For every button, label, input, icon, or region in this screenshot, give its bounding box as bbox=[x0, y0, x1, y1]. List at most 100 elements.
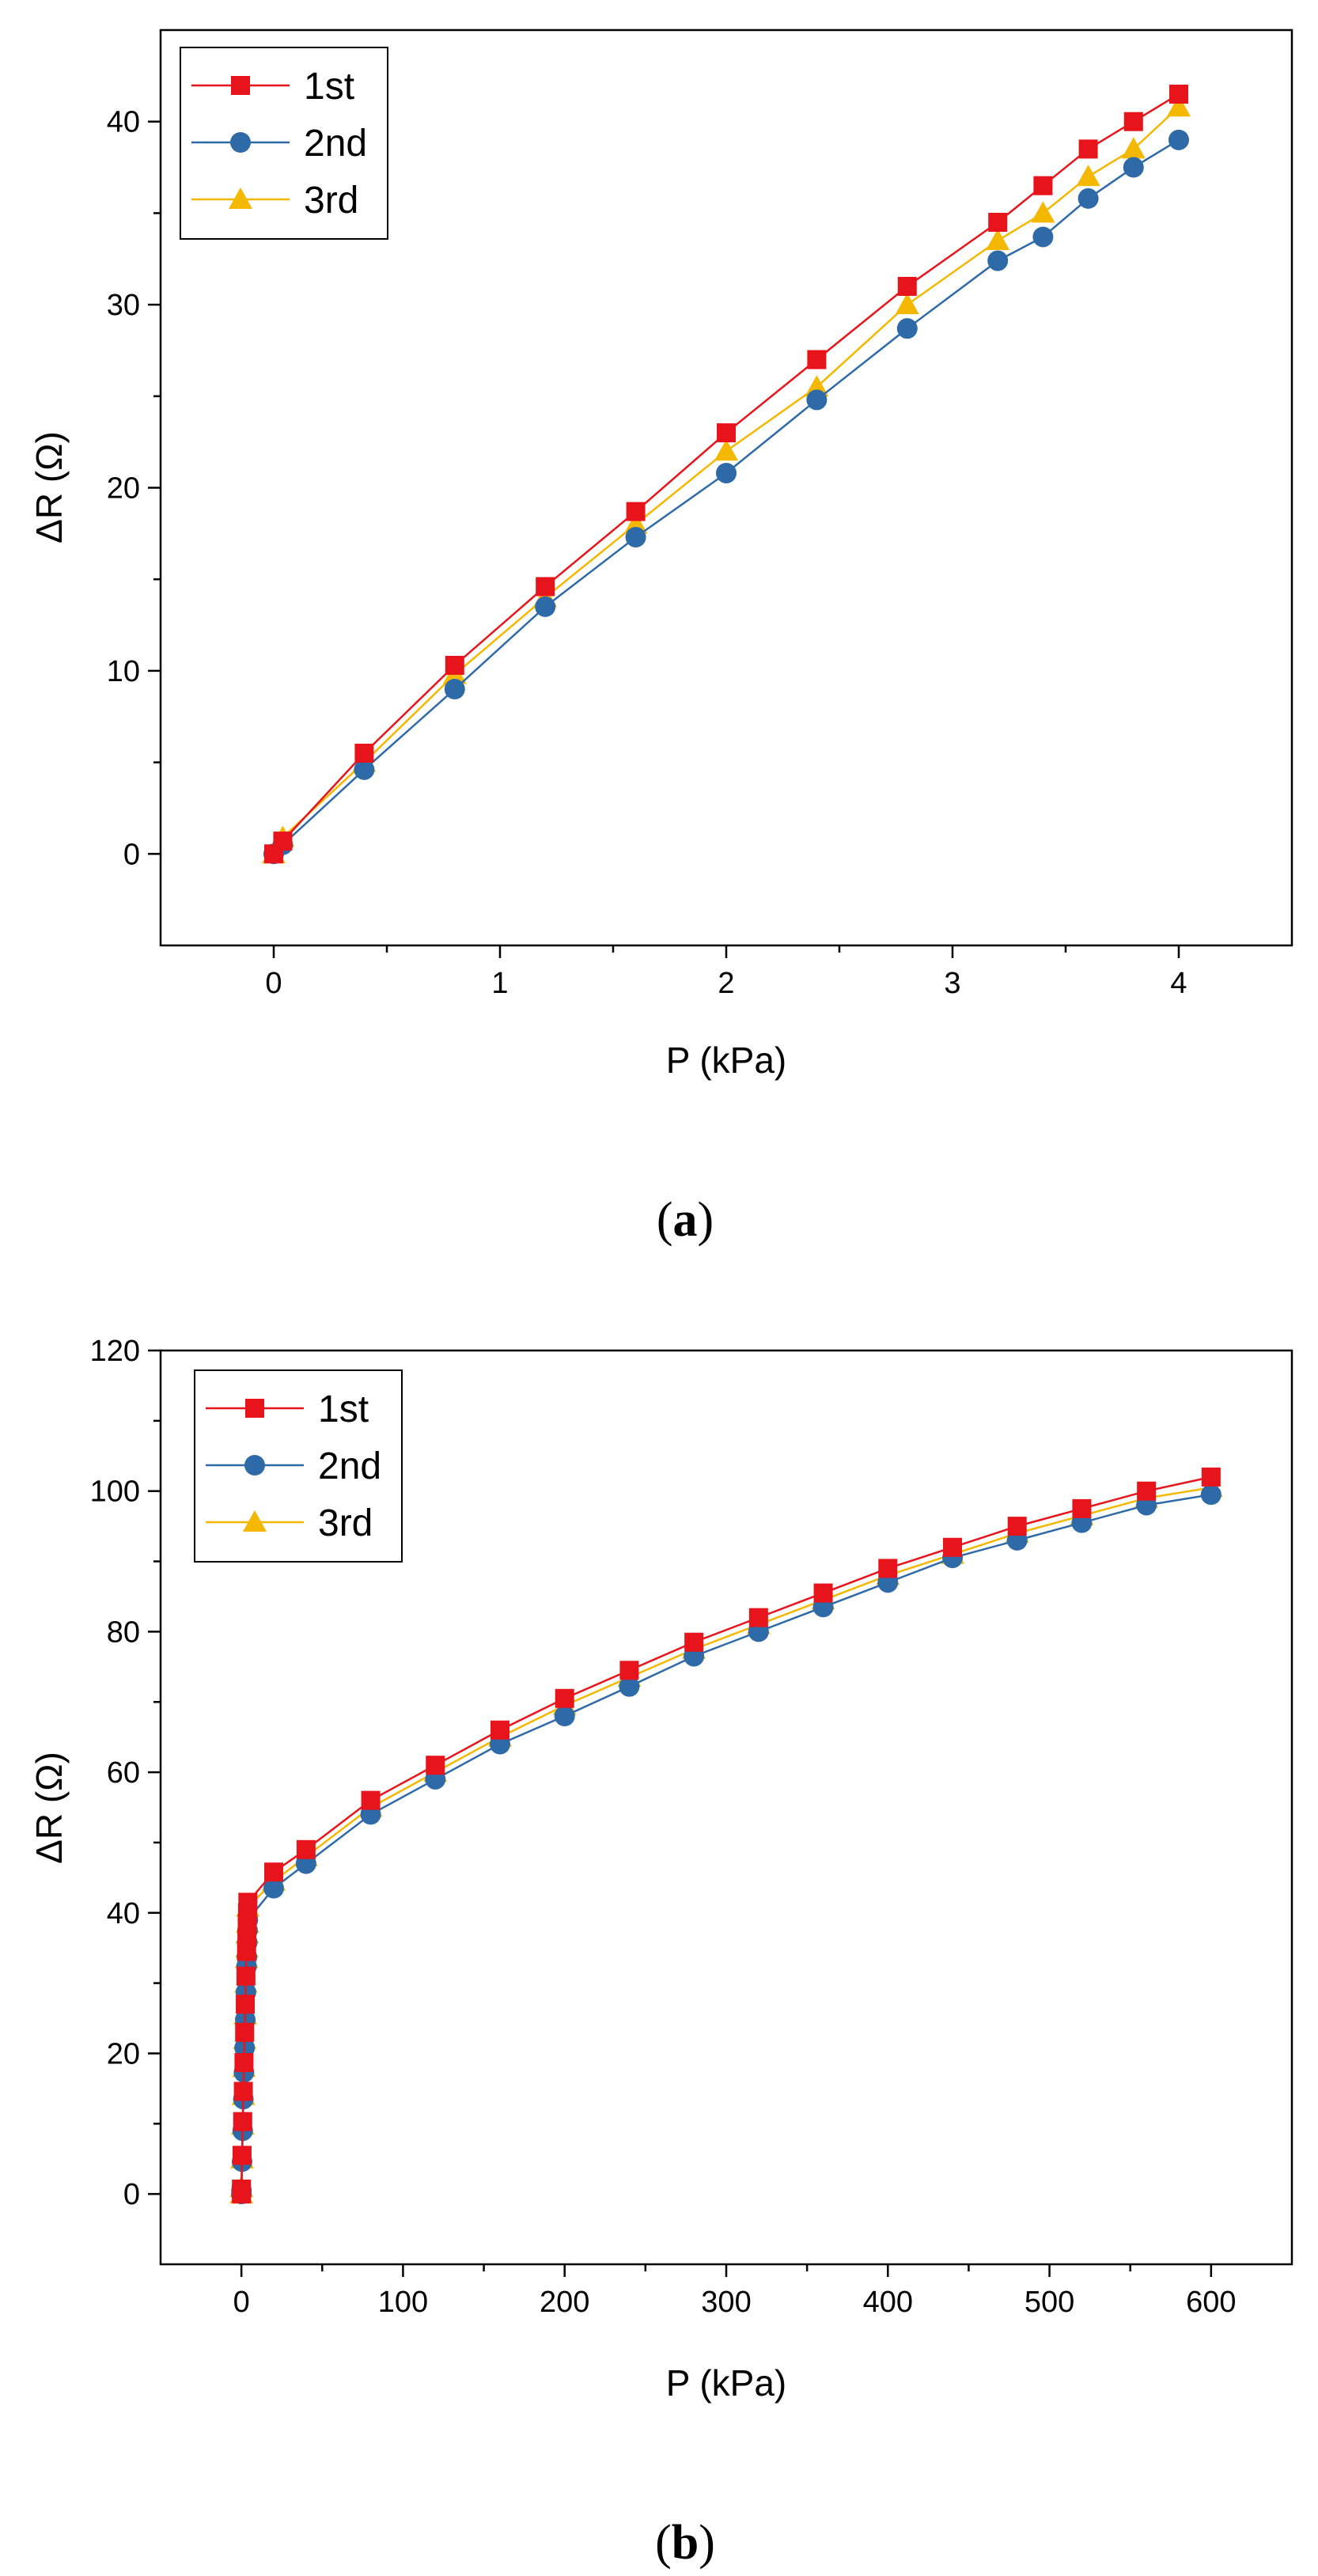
legend-item-3rd: 3rd bbox=[206, 1502, 373, 1544]
data-point bbox=[805, 375, 829, 397]
data-point bbox=[536, 577, 555, 597]
y-tick-label: 0 bbox=[123, 838, 140, 871]
data-point bbox=[1123, 112, 1143, 131]
data-point bbox=[555, 1688, 574, 1708]
data-point bbox=[943, 1537, 962, 1557]
y-tick-label: 0 bbox=[123, 2178, 140, 2211]
data-point bbox=[987, 250, 1009, 271]
series-layer bbox=[229, 1467, 1223, 2205]
y-tick-label: 40 bbox=[107, 1897, 140, 1930]
data-point bbox=[895, 293, 919, 315]
y-tick-label: 80 bbox=[107, 1616, 140, 1649]
y-tick-label: 60 bbox=[107, 1756, 140, 1790]
data-point bbox=[361, 1790, 381, 1810]
x-tick-label: 2 bbox=[718, 967, 734, 1000]
data-point bbox=[1072, 1498, 1092, 1518]
data-point bbox=[535, 596, 556, 617]
data-point bbox=[1137, 1481, 1157, 1501]
data-point bbox=[716, 462, 737, 483]
x-axis-title: P (kPa) bbox=[666, 1040, 787, 1081]
legend-label: 3rd bbox=[304, 180, 358, 222]
data-point bbox=[426, 1756, 445, 1775]
legend-marker bbox=[230, 132, 251, 153]
y-axis-title: ΔR (Ω) bbox=[28, 431, 70, 544]
data-point bbox=[1078, 188, 1099, 209]
series-3rd bbox=[229, 1476, 1223, 2204]
data-point bbox=[232, 2179, 252, 2199]
data-point bbox=[232, 2146, 252, 2165]
data-point bbox=[1031, 201, 1055, 223]
data-point bbox=[807, 350, 827, 369]
data-point bbox=[1169, 84, 1188, 104]
series-1st bbox=[264, 84, 1188, 864]
data-point bbox=[1007, 1517, 1027, 1536]
legend-item-1st: 1st bbox=[206, 1388, 369, 1430]
data-point bbox=[238, 1892, 258, 1912]
caption-a: (a) bbox=[657, 1193, 714, 1247]
series-2nd bbox=[231, 1484, 1221, 2205]
x-axis-title: P (kPa) bbox=[666, 2362, 787, 2404]
data-point bbox=[878, 1559, 898, 1578]
legend-marker bbox=[231, 76, 250, 95]
legend-marker bbox=[245, 1399, 264, 1418]
legend-marker bbox=[243, 1510, 267, 1532]
legend-item-2nd: 2nd bbox=[206, 1445, 381, 1487]
data-point bbox=[445, 655, 464, 675]
y-tick-label: 10 bbox=[107, 655, 140, 688]
data-point bbox=[717, 423, 736, 443]
x-tick-label: 0 bbox=[233, 2286, 250, 2319]
data-point bbox=[623, 512, 648, 534]
data-point bbox=[236, 1995, 256, 2014]
x-tick-label: 1 bbox=[491, 967, 508, 1000]
x-tick-label: 500 bbox=[1024, 2286, 1074, 2319]
series-1st bbox=[232, 1467, 1221, 2204]
data-point bbox=[354, 744, 374, 763]
series-line bbox=[240, 1476, 1212, 2195]
axis-ticks: 0 100 200 300 400 500 600 0 20 40 60 80 100 120 bbox=[90, 1335, 1237, 2319]
legend-label: 2nd bbox=[304, 123, 367, 165]
legend-marker bbox=[229, 188, 252, 209]
caption-b: (b) bbox=[655, 2516, 715, 2570]
legend-item-1st: 1st bbox=[191, 66, 354, 108]
data-point bbox=[813, 1583, 833, 1603]
series-line bbox=[240, 1493, 1212, 2195]
data-point bbox=[806, 389, 828, 411]
data-point bbox=[1033, 176, 1053, 195]
data-point bbox=[264, 1862, 283, 1882]
data-point bbox=[1168, 129, 1189, 150]
data-point bbox=[619, 1676, 640, 1697]
series-2nd bbox=[263, 129, 1189, 865]
data-point bbox=[896, 318, 918, 339]
data-point bbox=[263, 1877, 284, 1899]
x-tick-label: 3 bbox=[944, 967, 960, 1000]
data-point bbox=[1200, 1484, 1221, 1506]
data-point bbox=[626, 502, 646, 521]
data-point bbox=[1167, 95, 1191, 117]
data-point bbox=[988, 212, 1008, 232]
legend: 1st 2nd 3rd bbox=[180, 47, 388, 240]
y-tick-label: 100 bbox=[90, 1476, 140, 1509]
data-point bbox=[897, 276, 917, 296]
data-point bbox=[684, 1632, 704, 1652]
data-point bbox=[1078, 139, 1098, 159]
series-line bbox=[240, 1487, 1212, 2195]
data-point bbox=[619, 1661, 639, 1680]
data-point bbox=[1201, 1467, 1221, 1487]
x-tick-label: 100 bbox=[378, 2286, 428, 2319]
y-tick-label: 120 bbox=[90, 1335, 140, 1368]
legend-item-3rd: 3rd bbox=[191, 180, 358, 222]
legend-item-2nd: 2nd bbox=[191, 123, 367, 165]
data-point bbox=[1076, 165, 1100, 187]
x-tick-label: 4 bbox=[1170, 967, 1187, 1000]
data-point bbox=[234, 2053, 254, 2073]
data-point bbox=[748, 1608, 768, 1627]
data-point bbox=[273, 832, 293, 851]
y-tick-label: 40 bbox=[107, 106, 140, 139]
data-point bbox=[236, 1966, 256, 1986]
y-axis-title: ΔR (Ω) bbox=[28, 1752, 70, 1864]
caption-letter: b bbox=[672, 2516, 699, 2570]
legend-label: 1st bbox=[318, 1388, 369, 1430]
